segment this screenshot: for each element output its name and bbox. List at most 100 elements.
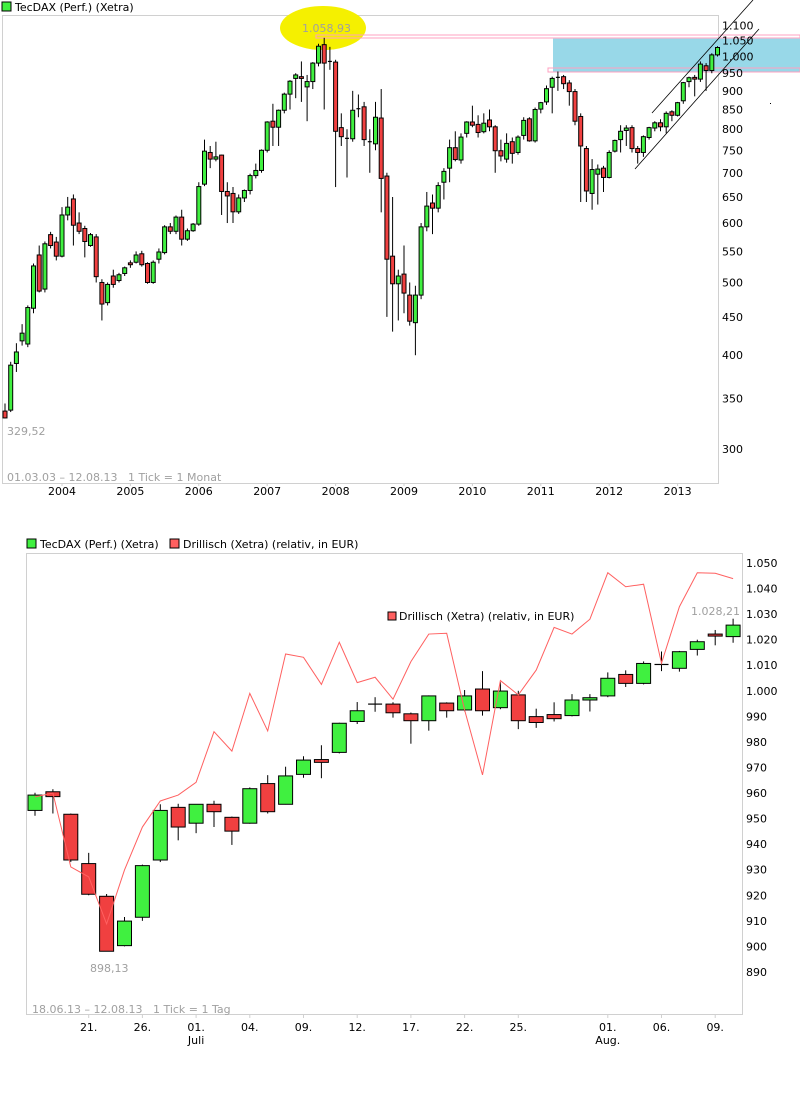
monthly-candle (116, 272, 122, 283)
monthly-candle-body (435, 185, 441, 209)
monthly-candle (236, 194, 242, 214)
monthly-candle (544, 85, 549, 105)
monthly-candle (122, 266, 128, 277)
high-marker-ellipse (280, 6, 366, 50)
monthly-candle (640, 135, 646, 157)
monthly-candle-body (304, 81, 310, 88)
monthly-candle (207, 145, 213, 169)
daily-candle (421, 695, 437, 731)
daily-candle (224, 816, 240, 845)
monthly-candle (566, 80, 572, 106)
monthly-candle (304, 74, 310, 122)
top-legend-label: TecDAX (Perf.) (Xetra) (14, 1, 134, 14)
bottom-y-tick-label: 1.040 (746, 583, 778, 596)
monthly-candle (196, 182, 202, 226)
bottom-y-tick-label: 920 (746, 889, 767, 902)
monthly-candle (190, 223, 196, 232)
daily-candle (188, 803, 204, 834)
monthly-candle (515, 135, 521, 155)
monthly-candle-body (36, 254, 42, 292)
daily-candle (439, 702, 455, 718)
monthly-candle-body (190, 223, 196, 232)
monthly-candle (99, 279, 105, 321)
bottom-x-tick-label: 26. (134, 1021, 152, 1034)
daily-candle-body (707, 633, 723, 637)
top-y-tick-label: 600 (722, 217, 743, 230)
daily-candle (475, 671, 490, 716)
top-x-tick-label: 2011 (527, 485, 555, 498)
monthly-candle-body (316, 45, 321, 64)
top-x-tick-label: 2005 (116, 485, 144, 498)
monthly-candle (298, 61, 304, 102)
daily-candle (546, 702, 562, 722)
bottom-y-tick-label: 960 (746, 787, 767, 800)
monthly-candle-body (236, 197, 242, 213)
daily-candle (492, 682, 508, 710)
bottom-x-tick-label: 01. (599, 1021, 617, 1034)
monthly-candle-body (293, 74, 299, 79)
monthly-candle (686, 76, 692, 88)
monthly-candle-body (48, 234, 54, 247)
monthly-candle-body (373, 116, 378, 145)
monthly-candle (395, 269, 401, 321)
daily-candle-body (564, 699, 580, 717)
monthly-candle-body (469, 121, 475, 126)
daily-candle (385, 702, 401, 718)
daily-candle (689, 639, 705, 656)
top-y-tick-label: 350 (722, 393, 743, 406)
monthly-candle (487, 109, 492, 132)
monthly-candle-body (321, 44, 327, 64)
top-y-tick-label: 400 (722, 349, 743, 362)
monthly-candle-body (184, 230, 190, 240)
monthly-candle-body (110, 275, 116, 285)
monthly-candle-body (464, 121, 470, 134)
daily-candle-body (475, 688, 490, 712)
resistance-zone (553, 38, 800, 72)
monthly-candle-body (264, 121, 270, 151)
monthly-candle-body (298, 76, 304, 79)
monthly-candle-body (310, 62, 316, 83)
drillisch-relative-line (34, 571, 734, 926)
monthly-candle-body (544, 88, 549, 103)
monthly-candle-body (207, 151, 213, 160)
monthly-candle (561, 74, 567, 90)
daily-candle (528, 708, 544, 728)
monthly-candle-body (526, 118, 532, 142)
monthly-candle (150, 260, 156, 284)
monthly-candle-body (2, 410, 8, 419)
monthly-candle (333, 59, 339, 188)
monthly-candle (76, 212, 82, 235)
bottom-x-tick-label: 12. (348, 1021, 366, 1034)
monthly-candle (663, 111, 669, 134)
monthly-candle-body (652, 122, 658, 129)
monthly-candle-body (538, 102, 544, 110)
daily-candle-body (510, 694, 526, 722)
monthly-candle (618, 125, 624, 153)
daily-candle-body (492, 690, 508, 709)
bottom-x-tick-label: 09. (706, 1021, 724, 1034)
monthly-candle-body (241, 189, 247, 199)
daily-candle (134, 864, 150, 921)
monthly-candle (36, 245, 42, 293)
monthly-candle (458, 133, 464, 164)
monthly-candle-body (623, 127, 629, 131)
bottom-y-tick-label: 1.010 (746, 659, 778, 672)
monthly-candle-body (384, 175, 390, 260)
daily-candle-body (618, 673, 634, 684)
monthly-candle-body (133, 254, 139, 263)
bottom-x-tick-label: 04. (241, 1021, 259, 1034)
bottom-y-tick-label: 1.030 (746, 608, 778, 621)
monthly-candle-body (561, 76, 567, 85)
bottom-y-tick-label: 890 (746, 966, 767, 979)
top-y-tick-label: 900 (722, 85, 743, 98)
bottom-legend-label-tecdax: TecDAX (Perf.) (Xetra) (39, 538, 159, 551)
monthly-candle (253, 163, 259, 179)
monthly-candle-body (213, 156, 219, 160)
daily-candle-body (421, 695, 437, 722)
daily-candle-body (296, 759, 311, 775)
monthly-candle-body (532, 108, 538, 142)
monthly-candle-body (458, 136, 464, 161)
bottom-y-tick-label: 900 (746, 940, 767, 953)
monthly-candle-body (578, 115, 584, 147)
monthly-candle (652, 121, 658, 132)
